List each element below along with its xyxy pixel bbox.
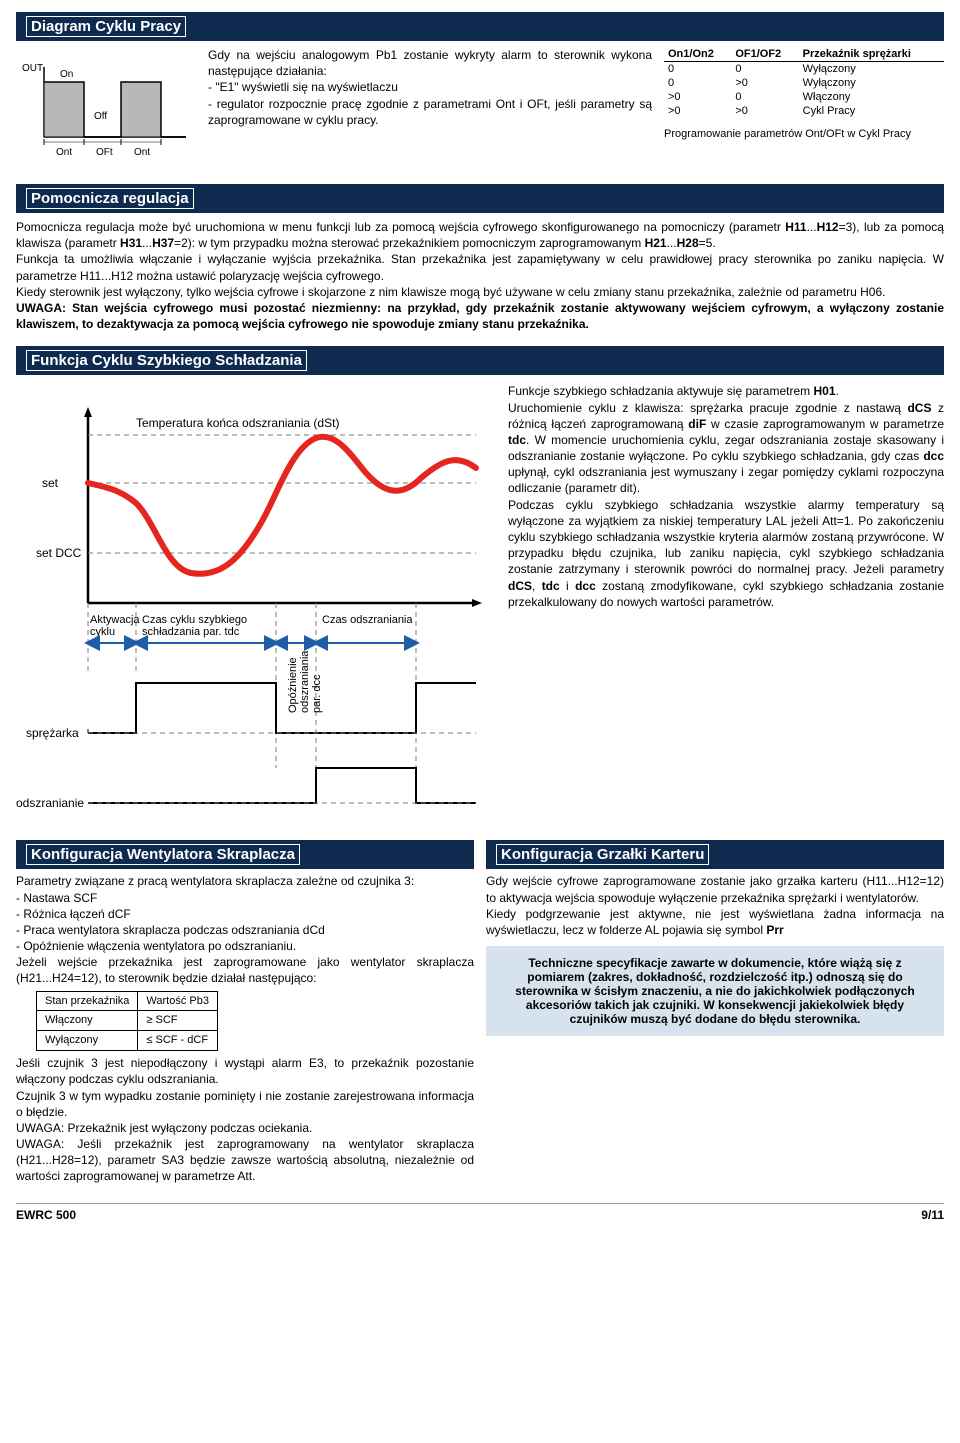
svg-text:Czas odszraniania: Czas odszraniania xyxy=(322,614,413,626)
section1-middle-text: Gdy na wejściu analogowym Pb1 zostanie w… xyxy=(208,47,652,170)
section2-header: Pomocnicza regulacja xyxy=(16,184,944,213)
cycle-diagram: OUT On Off Ont OFt Ont xyxy=(16,47,196,170)
svg-text:set DCC: set DCC xyxy=(36,546,82,560)
svg-text:Czas cyklu szybkiego: Czas cyklu szybkiego xyxy=(142,614,247,626)
svg-text:Off: Off xyxy=(94,111,107,122)
section1-header: Diagram Cyklu Pracy xyxy=(16,12,944,41)
relay-state-table: Stan przekaźnikaWartość Pb3 Włączony≥ SC… xyxy=(36,991,218,1052)
svg-text:schładzania par. tdc: schładzania par. tdc xyxy=(142,626,240,638)
svg-text:cyklu: cyklu xyxy=(90,626,115,638)
section4: Konfiguracja Wentylatora Skraplacza Para… xyxy=(16,840,474,1184)
label-out: OUT xyxy=(22,63,43,74)
svg-text:Temperatura końca odszraniania: Temperatura końca odszraniania (dSt) xyxy=(136,416,339,430)
svg-text:Aktywacja: Aktywacja xyxy=(90,614,140,626)
svg-text:set: set xyxy=(42,476,59,490)
svg-text:Ont: Ont xyxy=(134,147,150,158)
section2-body: Pomocnicza regulacja może być uruchomion… xyxy=(16,219,944,332)
svg-text:Ont: Ont xyxy=(56,147,72,158)
section5: Konfiguracja Grzałki Karteru Gdy wejście… xyxy=(486,840,944,1184)
section3-header: Funkcja Cyklu Szybkiego Schładzania xyxy=(16,346,944,375)
fast-cool-diagram: set set DCC Temperatura końca odszranian… xyxy=(16,383,496,826)
section3-right-text: Funkcje szybkiego schładzania aktywuje s… xyxy=(508,383,944,826)
svg-text:sprężarka: sprężarka xyxy=(26,726,79,740)
svg-text:On: On xyxy=(60,69,73,80)
spec-box: Techniczne specyfikacje zawarte w dokume… xyxy=(486,946,944,1036)
relay-table: On1/On2OF1/OF2Przekaźnik sprężarki 00Wył… xyxy=(664,47,944,170)
page-footer: EWRC 500 9/11 xyxy=(16,1203,944,1222)
svg-text:odszraniania: odszraniania xyxy=(299,650,311,713)
svg-text:odszranianie: odszranianie xyxy=(16,796,84,810)
svg-text:par. dcc: par. dcc xyxy=(311,674,323,713)
svg-text:OFt: OFt xyxy=(96,147,113,158)
svg-text:Opóźnienie: Opóźnienie xyxy=(287,658,299,714)
